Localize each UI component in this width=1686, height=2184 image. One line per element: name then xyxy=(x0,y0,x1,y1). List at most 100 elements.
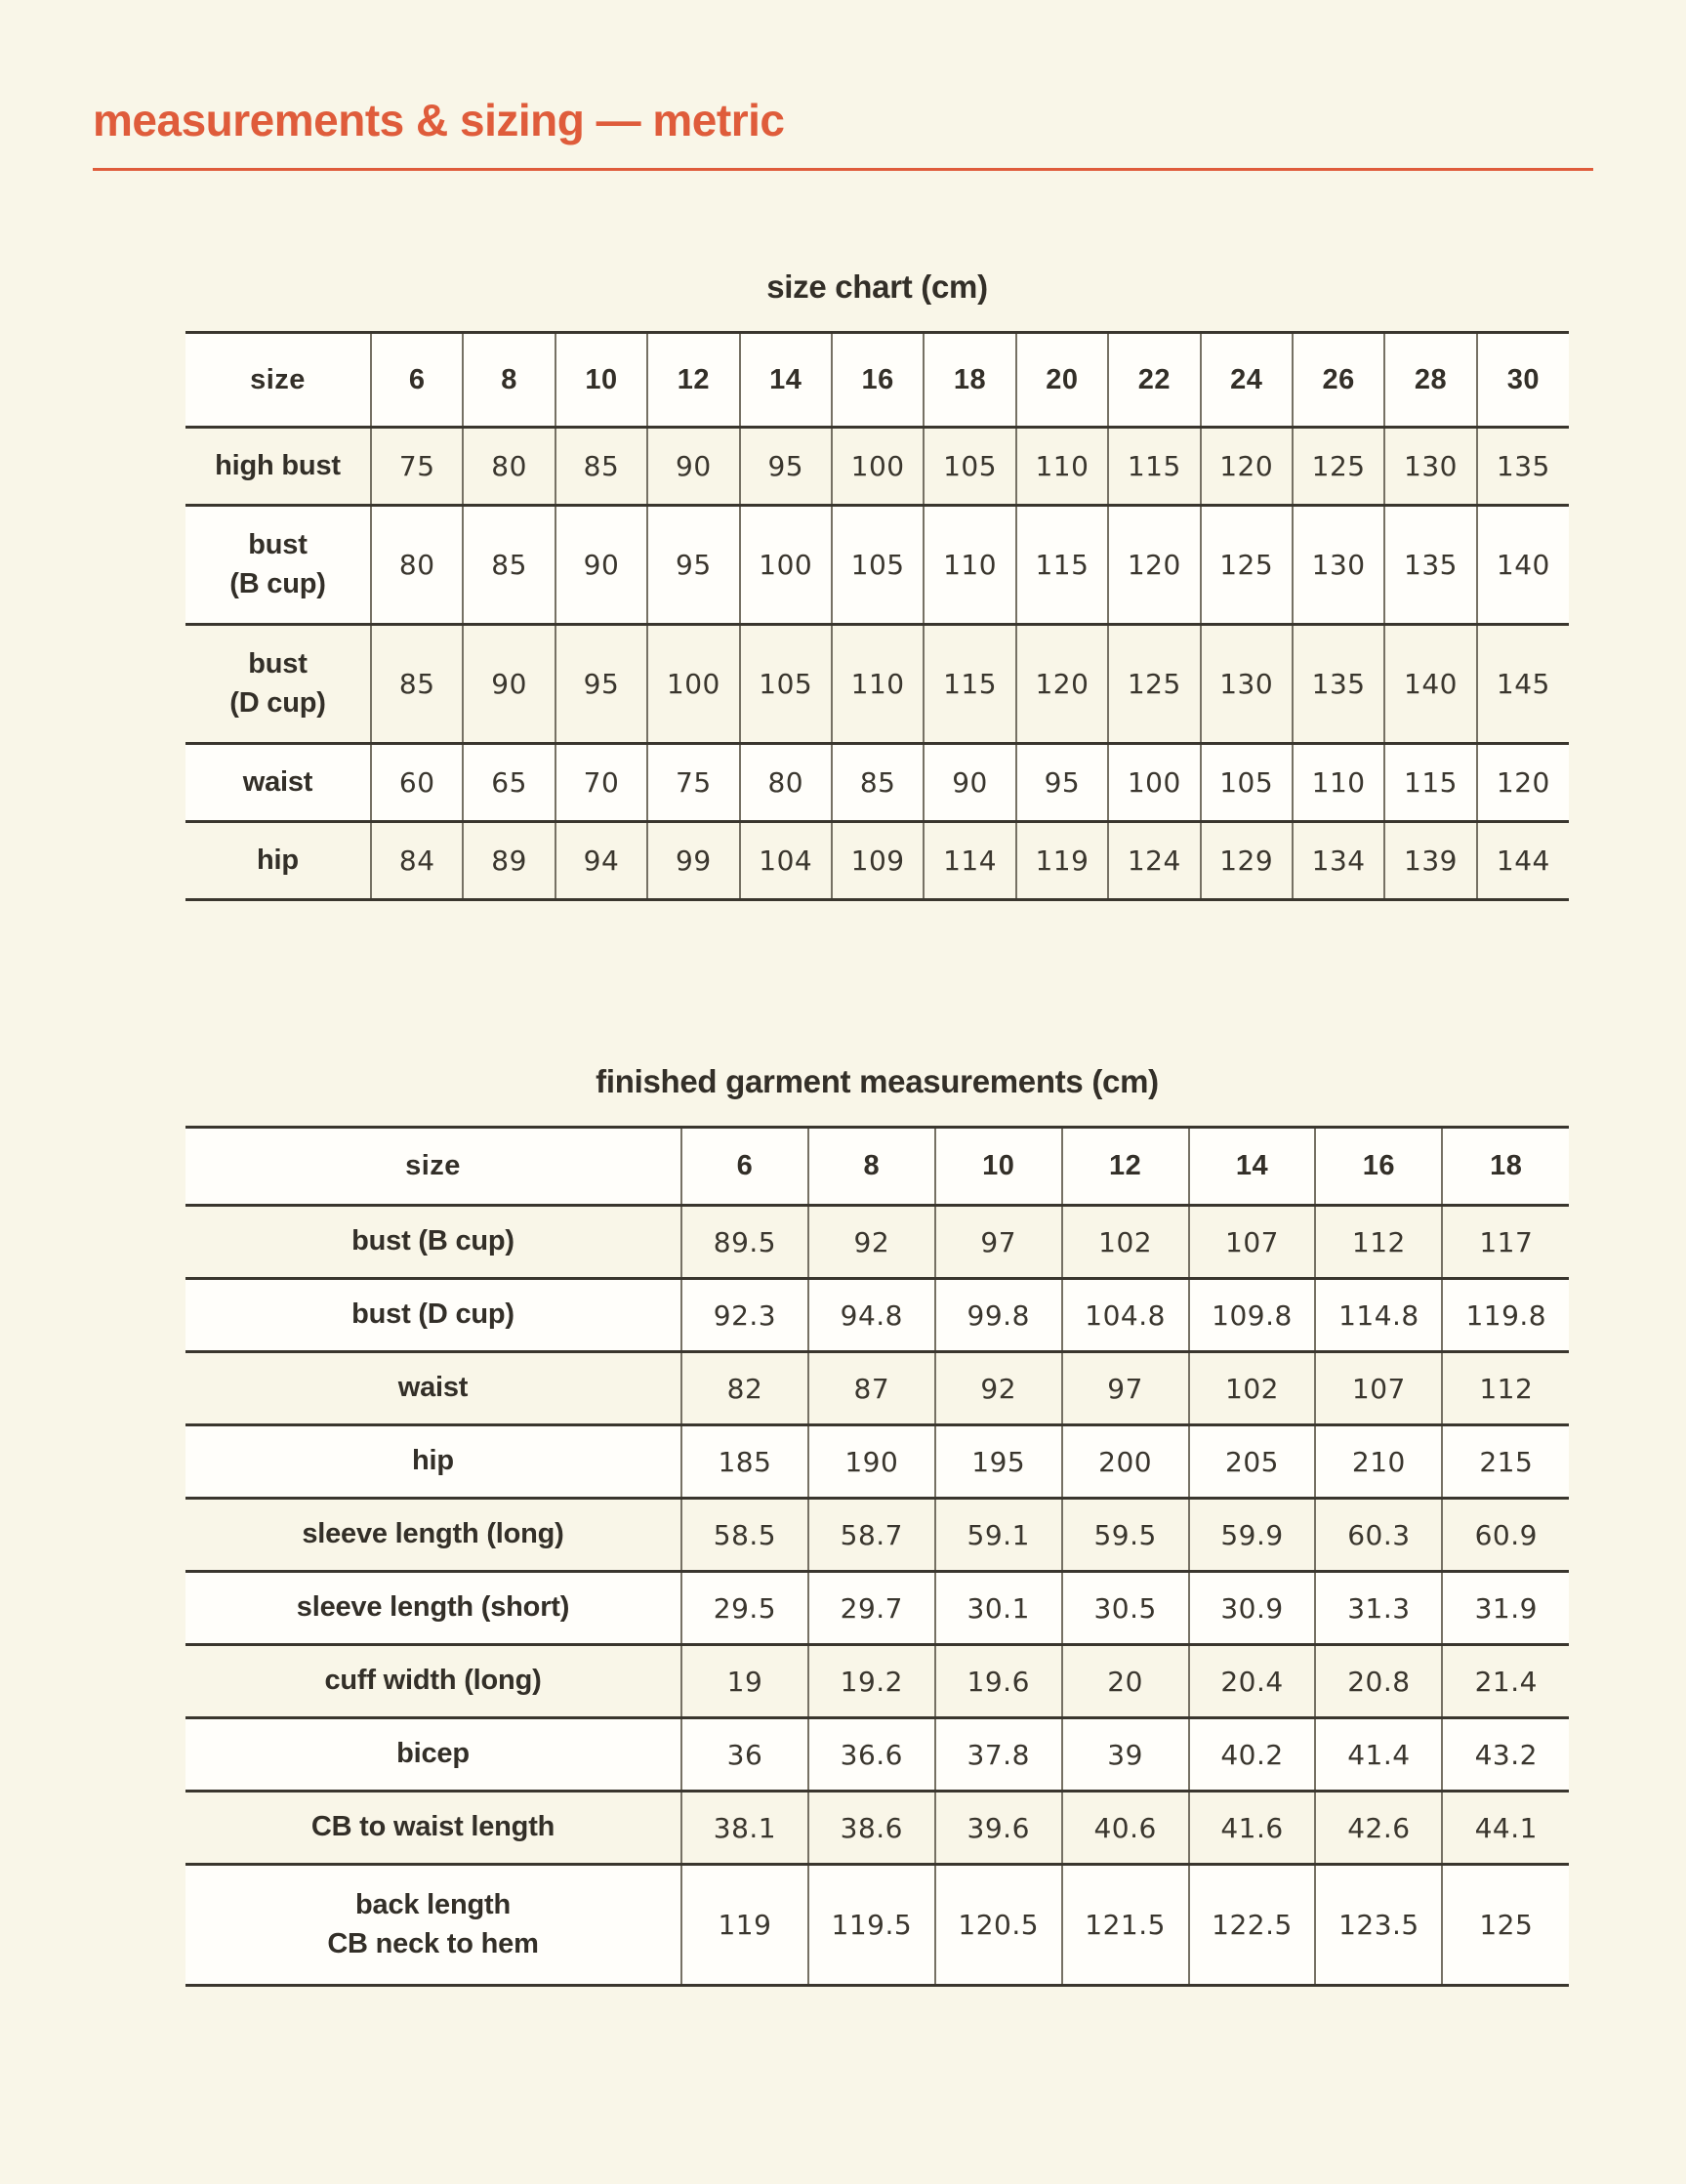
measurement-cell: 85 xyxy=(369,624,464,744)
measurement-cell: 107 xyxy=(1314,1351,1443,1425)
measurement-cell: 41.4 xyxy=(1314,1717,1443,1792)
row-label: waist xyxy=(185,1351,681,1425)
measurement-cell: 89.5 xyxy=(680,1205,808,1279)
measurement-cell: 90 xyxy=(554,505,648,625)
page-title: measurements & sizing — metric xyxy=(93,95,785,145)
size-column-header: 10 xyxy=(933,1127,1062,1206)
measurement-cell: 36 xyxy=(680,1717,808,1792)
measurement-cell: 120 xyxy=(1199,427,1293,506)
size-column-header: 28 xyxy=(1383,332,1477,428)
table-row: high bust 75 80 85 90 95 100 105 110 115 120 125 130… xyxy=(185,427,1570,506)
measurement-cell: 85 xyxy=(554,427,648,506)
measurement-cell: 125 xyxy=(1291,427,1385,506)
size-column-header: 6 xyxy=(680,1127,808,1206)
title-rule xyxy=(93,168,1593,171)
row-label: sleeve length (short) xyxy=(185,1571,681,1645)
size-column-header: 12 xyxy=(1060,1127,1189,1206)
measurement-cell: 200 xyxy=(1060,1424,1189,1499)
measurement-cell: 130 xyxy=(1291,505,1385,625)
measurement-cell: 120 xyxy=(1107,505,1201,625)
size-column-header: 20 xyxy=(1014,332,1109,428)
measurement-cell: 97 xyxy=(1060,1351,1189,1425)
size-column-header: 18 xyxy=(923,332,1016,428)
measurement-cell: 65 xyxy=(462,743,555,822)
measurement-cell: 105 xyxy=(830,505,925,625)
row-label: bust (D cup) xyxy=(185,1278,681,1352)
size-column-label: size xyxy=(185,1127,681,1206)
measurement-cell: 130 xyxy=(1199,624,1293,744)
measurement-cell: 75 xyxy=(646,743,740,822)
measurement-cell: 120 xyxy=(1014,624,1109,744)
table-row: bust (B cup) 80 85 90 95 100 105 110 115 120 125 130… xyxy=(185,505,1570,625)
row-label: sleeve length (long) xyxy=(185,1498,681,1572)
measurement-cell: 30.1 xyxy=(933,1571,1062,1645)
measurement-cell: 120 xyxy=(1475,743,1570,822)
table-row: sleeve length (long) 58.5 58.7 59.1 59.5 59.9… xyxy=(185,1498,1570,1572)
row-label: bust (B cup) xyxy=(185,1205,681,1279)
size-column-header: 6 xyxy=(369,332,464,428)
measurement-cell: 42.6 xyxy=(1314,1791,1443,1865)
measurement-cell: 80 xyxy=(462,427,555,506)
measurement-cell: 119 xyxy=(680,1864,808,1986)
measurement-cell: 60.9 xyxy=(1441,1498,1570,1572)
table-row: bust (B cup) 89.5 92 97 102 107 112 117 xyxy=(185,1205,1570,1279)
measurement-cell: 125 xyxy=(1441,1864,1570,1986)
table-row: bicep 36 36.6 37.8 39 40.2 41.4 43.2 xyxy=(185,1717,1570,1792)
measurement-cell: 145 xyxy=(1475,624,1570,744)
row-label: cuff width (long) xyxy=(185,1644,681,1718)
row-label: bust (D cup) xyxy=(185,624,371,744)
measurement-cell: 70 xyxy=(554,743,648,822)
measurement-cell: 97 xyxy=(933,1205,1062,1279)
measurement-cell: 38.6 xyxy=(806,1791,935,1865)
measurement-cell: 95 xyxy=(1014,743,1109,822)
measurement-cell: 85 xyxy=(830,743,925,822)
header-row: size 6 8 10 12 14 16 18 xyxy=(185,1127,1570,1206)
measurement-cell: 109.8 xyxy=(1187,1278,1316,1352)
measurement-cell: 80 xyxy=(369,505,464,625)
measurement-cell: 82 xyxy=(680,1351,808,1425)
measurement-cell: 110 xyxy=(923,505,1016,625)
measurement-cell: 135 xyxy=(1383,505,1477,625)
size-chart-table: size 6 8 10 12 14 16 18 20 22 24 26 28 30 high bust 75 8… xyxy=(185,331,1570,901)
measurement-cell: 114 xyxy=(923,821,1016,900)
measurement-cell: 215 xyxy=(1441,1424,1570,1499)
measurement-cell: 31.3 xyxy=(1314,1571,1443,1645)
table-row: hip 84 89 94 99 104 109 114 119 124 129 134 139 144 xyxy=(185,821,1570,900)
header-row: size 6 8 10 12 14 16 18 20 22 24 26 28 30 xyxy=(185,332,1570,428)
measurement-cell: 41.6 xyxy=(1187,1791,1316,1865)
measurement-cell: 31.9 xyxy=(1441,1571,1570,1645)
table-row: cuff width (long) 19 19.2 19.6 20 20.4 20.8 21.… xyxy=(185,1644,1570,1718)
size-column-header: 26 xyxy=(1291,332,1385,428)
row-label: high bust xyxy=(185,427,371,506)
finished-garment-section: finished garment measurements (cm) size 6… xyxy=(185,1063,1570,1987)
measurement-cell: 20.8 xyxy=(1314,1644,1443,1718)
finished-garment-table: size 6 8 10 12 14 16 18 bust (B cup) 89.5 92 97 102 1… xyxy=(185,1126,1570,1987)
measurement-cell: 60.3 xyxy=(1314,1498,1443,1572)
measurement-cell: 37.8 xyxy=(933,1717,1062,1792)
measurement-cell: 140 xyxy=(1383,624,1477,744)
measurement-cell: 105 xyxy=(738,624,832,744)
measurement-cell: 110 xyxy=(1014,427,1109,506)
measurement-cell: 21.4 xyxy=(1441,1644,1570,1718)
size-column-header: 8 xyxy=(806,1127,935,1206)
measurement-cell: 115 xyxy=(923,624,1016,744)
measurement-cell: 19 xyxy=(680,1644,808,1718)
measurement-cell: 20 xyxy=(1060,1644,1189,1718)
measurement-cell: 29.5 xyxy=(680,1571,808,1645)
size-chart-title: size chart (cm) xyxy=(766,268,988,305)
measurement-cell: 84 xyxy=(369,821,464,900)
size-chart-section: size chart (cm) size 6 8 10 12 14 16 18 20 22 24 26… xyxy=(185,268,1570,901)
measurement-cell: 94.8 xyxy=(806,1278,935,1352)
measurement-cell: 19.6 xyxy=(933,1644,1062,1718)
measurement-cell: 44.1 xyxy=(1441,1791,1570,1865)
measurement-cell: 135 xyxy=(1291,624,1385,744)
measurement-cell: 92.3 xyxy=(680,1278,808,1352)
measurement-cell: 117 xyxy=(1441,1205,1570,1279)
measurement-cell: 107 xyxy=(1187,1205,1316,1279)
measurement-cell: 59.1 xyxy=(933,1498,1062,1572)
measurement-cell: 112 xyxy=(1441,1351,1570,1425)
measurement-cell: 40.6 xyxy=(1060,1791,1189,1865)
measurement-cell: 90 xyxy=(462,624,555,744)
measurement-cell: 100 xyxy=(1107,743,1201,822)
row-label: bicep xyxy=(185,1717,681,1792)
